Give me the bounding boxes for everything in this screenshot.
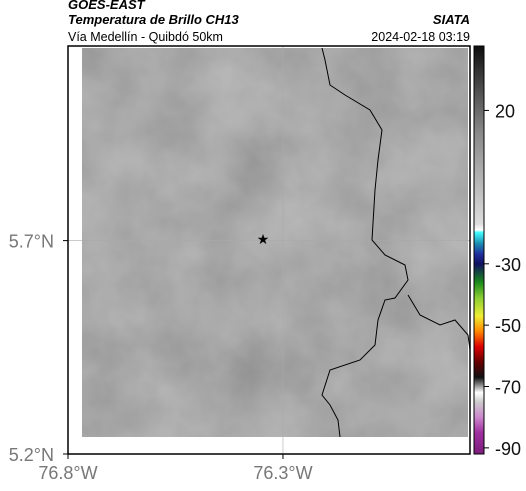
colorbar-tick-label: -90 (495, 439, 521, 459)
colorbar-tick-label: -30 (495, 255, 521, 275)
colorbar-tick-label: -70 (495, 378, 521, 398)
brightness-image (82, 48, 468, 437)
subtitle: Vía Medellín - Quibdó 50km (68, 30, 223, 44)
title: Temperatura de Brillo CH13 (68, 12, 240, 27)
source: GOES-EAST (68, 0, 146, 12)
x-tick-label: 76.8°W (38, 463, 97, 483)
y-tick-label: 5.7°N (9, 232, 54, 252)
agency: SIATA (433, 12, 470, 27)
x-tick-label: 76.3°W (253, 463, 312, 483)
border-line (321, 47, 409, 438)
datetime: 2024-02-18 03:19 (371, 30, 470, 44)
location-star: ★ (257, 231, 270, 247)
colorbar-tick-label: -50 (495, 316, 521, 336)
map-frame (67, 45, 471, 455)
colorbar-tick-label: 20 (495, 101, 515, 121)
colorbar (473, 45, 485, 455)
image-tint (82, 48, 468, 437)
border-line (407, 294, 471, 351)
y-tick-label: 5.2°N (9, 445, 54, 465)
